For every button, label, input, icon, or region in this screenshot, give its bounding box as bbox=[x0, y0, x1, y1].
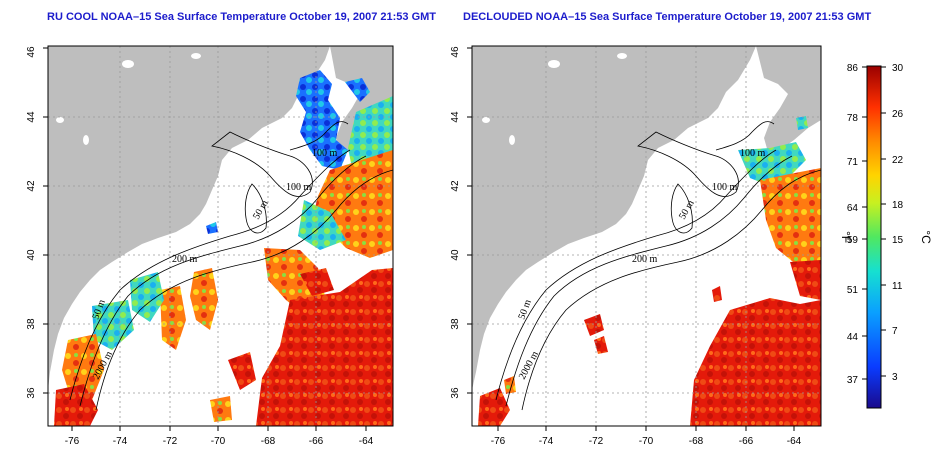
fahrenheit-tick: 37 bbox=[847, 375, 859, 386]
contour-label-100m-north: 100 m bbox=[740, 148, 766, 159]
contour-label-100m-north: 100 m bbox=[312, 148, 338, 159]
fahrenheit-tick: 78 bbox=[847, 113, 859, 124]
right-lat-tick: 36 bbox=[450, 387, 461, 399]
contour-label-200m: 200 m bbox=[632, 254, 658, 265]
right-lat-tick: 46 bbox=[450, 46, 461, 58]
celsius-tick: 7 bbox=[892, 326, 898, 337]
left-lat-tick-labels: 36 38 40 42 44 46 bbox=[26, 46, 37, 399]
celsius-tick: 11 bbox=[892, 281, 903, 292]
right-lon-tick-labels: -76 -74 -72 -70 -68 -66 -64 bbox=[491, 436, 802, 447]
right-lon-tick: -74 bbox=[539, 436, 554, 447]
contour-label-200m: 200 m bbox=[172, 254, 198, 265]
fahrenheit-tick: 71 bbox=[847, 157, 859, 168]
right-land bbox=[472, 46, 756, 390]
left-lat-tick: 36 bbox=[26, 387, 37, 399]
left-lon-tick: -72 bbox=[163, 436, 178, 447]
right-lat-tick: 44 bbox=[450, 111, 461, 123]
left-lat-tick: 42 bbox=[26, 180, 37, 192]
right-map-title: DECLOUDED NOAA–15 Sea Surface Temperatur… bbox=[463, 11, 872, 23]
left-lon-tick: -64 bbox=[359, 436, 374, 447]
celsius-tick: 18 bbox=[892, 200, 904, 211]
left-map: 100 m 100 m 50 m 200 m 50 m 2000 m -76 -… bbox=[26, 45, 394, 447]
fahrenheit-tick: 44 bbox=[847, 332, 859, 343]
left-lon-tick: -74 bbox=[113, 436, 128, 447]
celsius-ticks: 30 26 22 18 15 11 7 3 bbox=[892, 63, 904, 383]
left-lon-tick-labels: -76 -74 -72 -70 -68 -66 -64 bbox=[65, 436, 374, 447]
celsius-tick: 15 bbox=[892, 235, 904, 246]
fahrenheit-unit-label: °F bbox=[839, 231, 853, 243]
celsius-tick: 22 bbox=[892, 155, 904, 166]
fahrenheit-tick: 51 bbox=[847, 285, 859, 296]
colorbar-gradient bbox=[866, 65, 882, 409]
right-lon-tick: -72 bbox=[589, 436, 604, 447]
right-lon-tick: -68 bbox=[689, 436, 704, 447]
left-lon-tick: -66 bbox=[309, 436, 324, 447]
fahrenheit-tick: 64 bbox=[847, 203, 859, 214]
left-lat-tick: 44 bbox=[26, 111, 37, 123]
fahrenheit-tick: 59 bbox=[847, 235, 859, 246]
left-lat-tick: 40 bbox=[26, 249, 37, 261]
left-land bbox=[48, 46, 330, 390]
fahrenheit-ticks: 86 78 71 64 59 51 44 37 bbox=[847, 63, 859, 386]
left-lon-tick: -76 bbox=[65, 436, 80, 447]
celsius-tick: 26 bbox=[892, 109, 904, 120]
right-lat-tick: 40 bbox=[450, 249, 461, 261]
right-lon-tick: -64 bbox=[787, 436, 802, 447]
right-lat-tick: 42 bbox=[450, 180, 461, 192]
right-lat-tick-labels: 36 38 40 42 44 46 bbox=[450, 46, 461, 399]
right-lon-tick: -66 bbox=[739, 436, 754, 447]
right-lat-tick: 38 bbox=[450, 318, 461, 330]
left-map-title: RU COOL NOAA–15 Sea Surface Temperature … bbox=[47, 11, 437, 23]
contour-label-100m-gom: 100 m bbox=[712, 182, 738, 193]
fahrenheit-tick: 86 bbox=[847, 63, 859, 74]
celsius-tick: 3 bbox=[892, 372, 898, 383]
left-lon-tick: -68 bbox=[261, 436, 276, 447]
left-map-frame bbox=[47, 45, 394, 427]
left-lat-tick: 38 bbox=[26, 318, 37, 330]
celsius-unit-label: °C bbox=[919, 230, 933, 244]
right-lon-tick: -76 bbox=[491, 436, 506, 447]
right-lon-tick: -70 bbox=[639, 436, 654, 447]
right-map: 100 m 100 m 50 m 200 m 50 m 2000 m -76 -… bbox=[450, 45, 822, 447]
left-lon-tick: -70 bbox=[211, 436, 226, 447]
celsius-tick: 30 bbox=[892, 63, 904, 74]
colorbar: 86 78 71 64 59 51 44 37 30 26 22 18 15 1… bbox=[839, 63, 933, 409]
left-lat-tick: 46 bbox=[26, 46, 37, 58]
contour-label-100m-gom: 100 m bbox=[286, 182, 312, 193]
